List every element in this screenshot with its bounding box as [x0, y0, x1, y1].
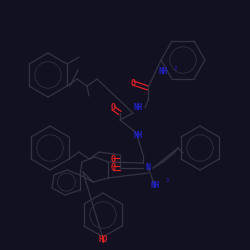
Text: O: O: [110, 156, 116, 164]
Text: O: O: [110, 104, 116, 112]
Text: 2: 2: [174, 66, 176, 70]
Text: NH: NH: [134, 130, 142, 140]
Text: 2: 2: [166, 178, 168, 184]
Text: NH: NH: [150, 180, 160, 190]
Text: O: O: [130, 78, 136, 88]
Text: NH: NH: [158, 68, 168, 76]
Text: NH: NH: [134, 104, 142, 112]
Text: HO: HO: [98, 236, 108, 244]
Text: O: O: [110, 164, 116, 172]
Text: N: N: [146, 164, 150, 172]
